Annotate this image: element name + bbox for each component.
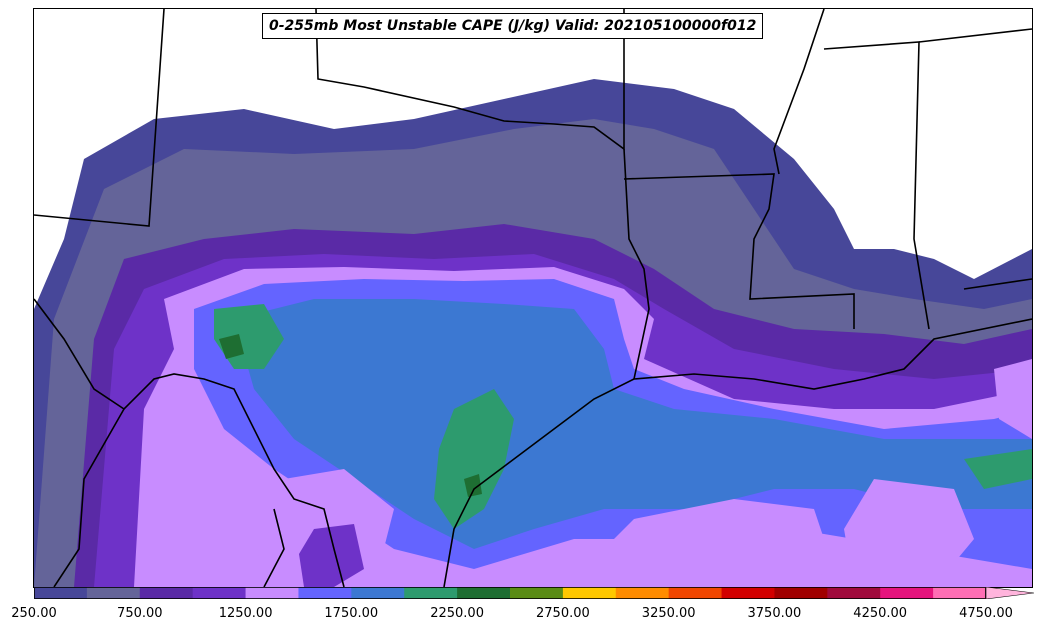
cape-map (34, 9, 1032, 587)
colorbar-segment (298, 587, 352, 599)
colorbar (34, 587, 1034, 599)
colorbar-tick-label: 2250.00 (430, 606, 484, 621)
colorbar-segment (721, 587, 776, 599)
colorbar-tick-label: 2750.00 (536, 606, 590, 621)
colorbar-tick-labels: 250.00 750.00 1250.00 1750.00 2250.00 2750.00… (0, 606, 1042, 622)
colorbar-tick-label: 750.00 (117, 606, 163, 621)
cape-fill-layer (34, 79, 1032, 587)
map-panel (33, 8, 1033, 588)
map-boundaries (34, 9, 1032, 587)
colorbar-outline (34, 587, 986, 599)
colorbar-segment (457, 587, 511, 599)
colorbar-segment (827, 587, 881, 599)
colorbar-segment (880, 587, 934, 599)
colorbar-tick-label: 250.00 (11, 606, 57, 621)
colorbar-segment (192, 587, 247, 599)
colorbar-segment (774, 587, 828, 599)
colorbar-segment (615, 587, 670, 599)
colorbar-tick-label: 3250.00 (641, 606, 696, 621)
colorbar-tick-label: 3750.00 (747, 606, 802, 621)
colorbar-segment (139, 587, 194, 599)
colorbar-extend-arrow (985, 587, 1034, 599)
colorbar-segment (351, 587, 405, 599)
colorbar-tick-label: 4750.00 (959, 606, 1013, 621)
colorbar-segments (34, 587, 987, 599)
colorbar-tick-label: 1250.00 (218, 606, 273, 621)
colorbar-segment (933, 587, 987, 599)
colorbar-tick-label: 1750.00 (324, 606, 379, 621)
colorbar-segment (404, 587, 458, 599)
colorbar-segment (245, 587, 300, 599)
map-title: 0-255mb Most Unstable CAPE (J/kg) Valid:… (262, 13, 764, 39)
colorbar-segment (510, 587, 564, 599)
colorbar-segment (86, 587, 141, 599)
colorbar-segment (668, 587, 723, 599)
colorbar-segment (34, 587, 88, 599)
colorbar-tick-label: 4250.00 (853, 606, 908, 621)
colorbar-segment (562, 587, 617, 599)
